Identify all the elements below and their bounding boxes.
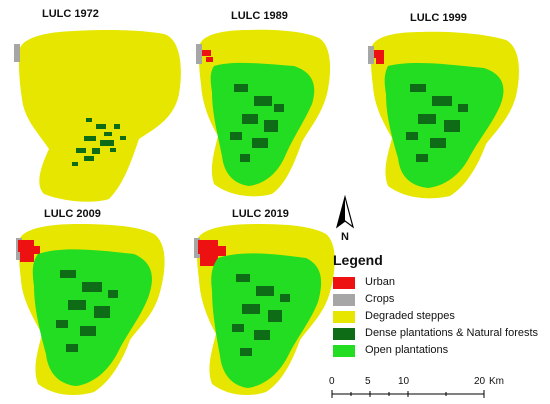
map-1972	[14, 30, 181, 202]
map-2019	[194, 224, 335, 396]
map-1999	[368, 31, 519, 199]
crops-patch	[14, 44, 20, 62]
dense-forest-patches	[406, 84, 468, 162]
open-plantation-patches	[210, 62, 315, 186]
map-title-1989: LULC 1989	[231, 10, 288, 22]
urban-patches	[198, 240, 226, 266]
scale-bar	[331, 390, 485, 398]
north-arrow-label: N	[341, 231, 349, 243]
dense-forest-patches	[72, 118, 126, 166]
urban-patches	[374, 50, 384, 64]
dense-forest-patches	[56, 270, 118, 352]
crops-patch	[368, 46, 374, 64]
crops-patch	[196, 44, 202, 64]
dense-forest-patches	[232, 274, 290, 356]
scale-unit: Km	[489, 376, 504, 387]
open-plantation-patches	[211, 253, 322, 388]
scale-tick-10: 10	[398, 376, 410, 387]
legend-label: Degraded steppes	[365, 310, 455, 322]
crops-patch	[194, 238, 200, 258]
map-1989	[196, 29, 331, 197]
map-2009	[16, 224, 165, 396]
scale-tick-0: 0	[329, 376, 335, 387]
legend-label: Dense plantations & Natural forests	[365, 327, 539, 339]
urban-patches	[18, 240, 40, 262]
map-title-2009: LULC 2009	[44, 208, 101, 220]
legend-swatch	[333, 294, 355, 306]
legend-swatch	[333, 345, 355, 357]
region-outline	[18, 30, 181, 202]
scale-tick-5: 5	[365, 376, 371, 387]
legend-swatch	[333, 311, 355, 323]
dense-forest-patches	[230, 84, 284, 162]
legend-label: Urban	[365, 276, 395, 288]
legend-swatch	[333, 328, 355, 340]
legend-label: Crops	[365, 293, 395, 305]
map-title-1999: LULC 1999	[410, 12, 467, 24]
map-title-2019: LULC 2019	[232, 208, 289, 220]
scale-tick-20: 20	[474, 376, 486, 387]
legend-title: Legend	[333, 252, 383, 268]
open-plantation-patches	[32, 249, 152, 386]
legend-swatch	[333, 277, 355, 289]
map-title-1972: LULC 1972	[42, 8, 99, 20]
north-arrow-icon	[335, 195, 355, 229]
legend-label: Open plantations	[365, 344, 449, 356]
urban-patches	[202, 50, 213, 62]
